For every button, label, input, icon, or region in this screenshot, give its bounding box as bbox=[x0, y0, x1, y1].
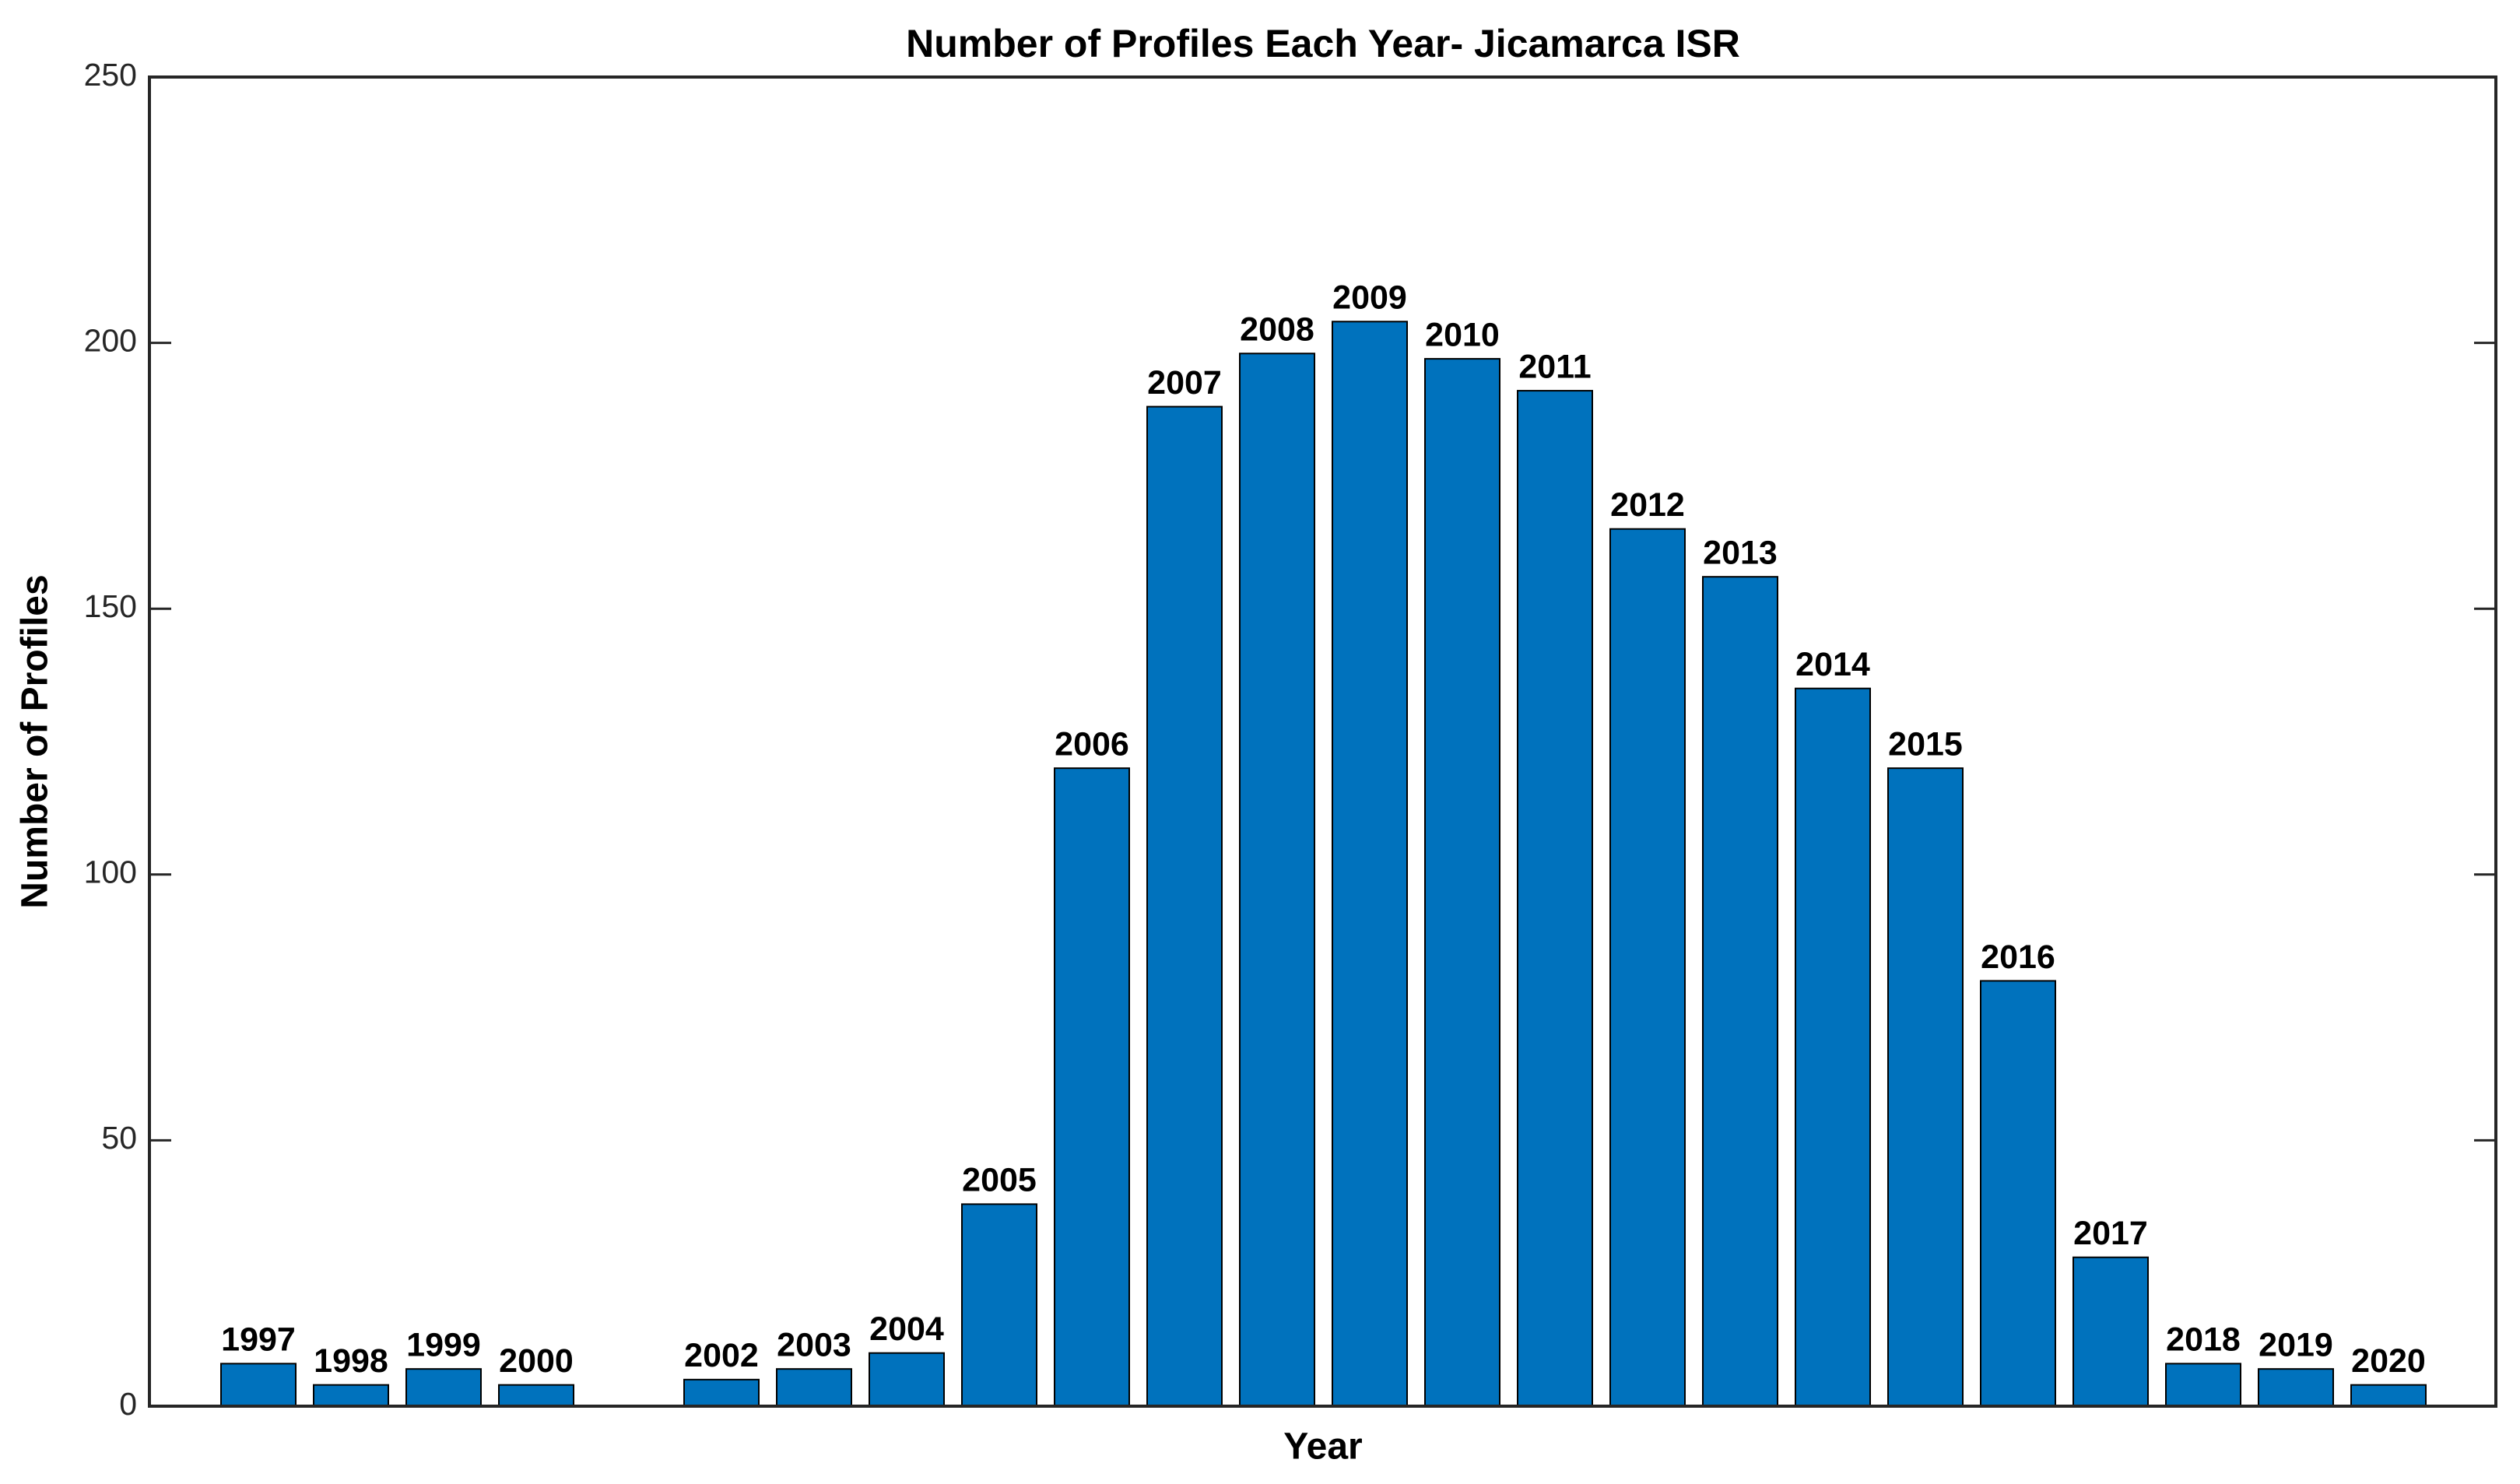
bar bbox=[220, 1363, 297, 1407]
bar bbox=[869, 1352, 945, 1408]
bar bbox=[961, 1203, 1037, 1408]
bar-label: 2009 bbox=[1332, 279, 1407, 317]
bar bbox=[1239, 353, 1315, 1407]
x-axis-label: Year bbox=[1283, 1426, 1362, 1468]
bar-label: 2004 bbox=[869, 1310, 944, 1348]
bar-label: 2020 bbox=[2351, 1342, 2426, 1380]
bar bbox=[313, 1384, 389, 1407]
bar bbox=[498, 1384, 574, 1407]
bar bbox=[2258, 1368, 2334, 1408]
bar-label: 2005 bbox=[962, 1162, 1037, 1199]
y-tick-label: 50 bbox=[101, 1120, 137, 1156]
bar bbox=[1980, 980, 2056, 1407]
bar bbox=[683, 1378, 760, 1407]
bar-label: 2014 bbox=[1795, 646, 1870, 683]
bar-label: 2012 bbox=[1610, 486, 1685, 524]
bar bbox=[1424, 358, 1500, 1408]
bar bbox=[2165, 1363, 2241, 1407]
bar bbox=[1887, 767, 1964, 1407]
bar-label: 2007 bbox=[1147, 364, 1222, 402]
bar-label: 2018 bbox=[2166, 1321, 2241, 1359]
bar-label: 1999 bbox=[406, 1327, 481, 1364]
bar bbox=[1795, 687, 1871, 1407]
bar-label: 2019 bbox=[2259, 1327, 2333, 1364]
bar-label: 2015 bbox=[1888, 726, 1963, 763]
bar bbox=[1332, 321, 1408, 1408]
bar-label: 2000 bbox=[499, 1342, 574, 1380]
bar-label: 2013 bbox=[1703, 535, 1778, 572]
y-tick-label: 0 bbox=[119, 1386, 137, 1422]
bar bbox=[1702, 576, 1778, 1407]
bar bbox=[1054, 767, 1130, 1407]
bar-label: 2017 bbox=[2073, 1215, 2148, 1252]
bar-label: 1998 bbox=[314, 1342, 388, 1380]
bar-label: 2016 bbox=[1981, 938, 2055, 976]
plot-frame bbox=[148, 75, 2497, 1408]
bar bbox=[2073, 1256, 2149, 1407]
bar-label: 2010 bbox=[1425, 316, 1500, 353]
bar-label: 2002 bbox=[684, 1337, 759, 1374]
bar bbox=[1517, 390, 1593, 1407]
bar-label: 2008 bbox=[1240, 311, 1314, 349]
bar bbox=[1146, 405, 1223, 1407]
y-tick-label: 250 bbox=[84, 57, 137, 93]
chart-title: Number of Profiles Each Year- Jicamarca … bbox=[906, 22, 1740, 65]
bar-label: 2011 bbox=[1518, 348, 1591, 385]
y-axis-label: Number of Profiles bbox=[15, 574, 56, 908]
y-tick-label: 200 bbox=[84, 322, 137, 358]
bar-label: 1997 bbox=[221, 1321, 296, 1359]
y-tick-label: 100 bbox=[84, 854, 137, 890]
y-tick-label: 150 bbox=[84, 588, 137, 624]
bar bbox=[776, 1368, 852, 1408]
bar bbox=[405, 1368, 482, 1408]
bar bbox=[1609, 528, 1686, 1407]
bar bbox=[2350, 1384, 2427, 1407]
bar-label: 2003 bbox=[777, 1327, 851, 1364]
bar-label: 2006 bbox=[1055, 726, 1129, 763]
